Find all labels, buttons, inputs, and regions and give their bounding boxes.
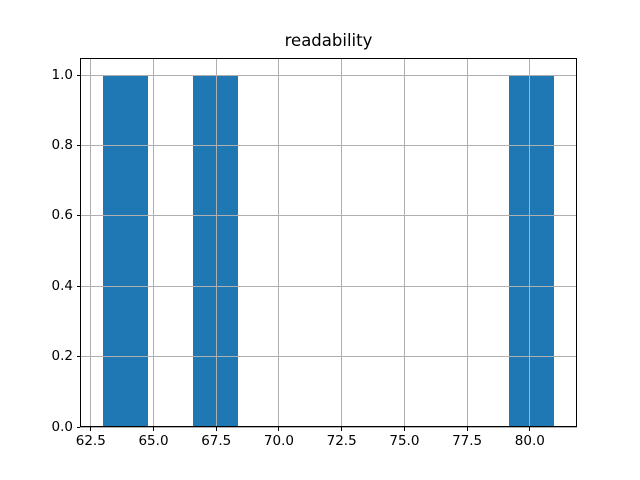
y-tick-mark bbox=[76, 74, 80, 76]
gridline-horizontal bbox=[80, 74, 577, 76]
x-tick-mark bbox=[153, 427, 154, 431]
x-tick-label: 67.5 bbox=[201, 432, 232, 449]
x-tick-label: 75.0 bbox=[389, 432, 420, 449]
gridline-horizontal bbox=[80, 215, 577, 217]
y-tick-mark bbox=[76, 144, 80, 146]
y-tick-mark bbox=[76, 215, 80, 217]
histogram-bar bbox=[102, 75, 148, 427]
gridline-vertical bbox=[215, 57, 217, 427]
x-tick-mark bbox=[466, 427, 468, 431]
x-tick-mark bbox=[529, 427, 531, 431]
x-tick-label: 80.0 bbox=[514, 432, 545, 449]
gridline-vertical bbox=[341, 57, 343, 427]
gridline-horizontal bbox=[80, 144, 577, 146]
chart-title: readability bbox=[284, 31, 373, 50]
gridline-horizontal bbox=[80, 356, 577, 358]
y-tick-label: 0.0 bbox=[51, 418, 73, 435]
y-tick-label: 0.2 bbox=[51, 348, 73, 365]
x-tick-label: 72.5 bbox=[326, 432, 357, 449]
x-tick-label: 77.5 bbox=[452, 432, 483, 449]
x-tick-mark bbox=[403, 427, 405, 431]
x-tick-mark bbox=[341, 427, 343, 431]
y-tick-label: 0.6 bbox=[51, 207, 73, 224]
histogram-bar bbox=[509, 75, 555, 427]
gridline-horizontal bbox=[80, 426, 577, 428]
gridline-horizontal bbox=[80, 285, 577, 287]
x-tick-mark bbox=[278, 427, 280, 431]
gridline-vertical bbox=[529, 57, 531, 427]
gridline-vertical bbox=[278, 57, 280, 427]
x-tick-label: 62.5 bbox=[75, 432, 106, 449]
plot-area-spines bbox=[80, 57, 577, 427]
y-tick-label: 0.8 bbox=[51, 136, 73, 153]
y-tick-label: 1.0 bbox=[51, 66, 73, 83]
gridline-vertical bbox=[466, 57, 468, 427]
y-tick-label: 0.4 bbox=[51, 277, 73, 294]
x-tick-label: 70.0 bbox=[263, 432, 294, 449]
x-tick-mark bbox=[215, 427, 217, 431]
y-tick-mark bbox=[76, 426, 80, 428]
gridline-vertical bbox=[153, 57, 154, 427]
x-tick-label: 65.0 bbox=[138, 432, 169, 449]
y-tick-mark bbox=[76, 285, 80, 287]
histogram-bar bbox=[192, 75, 239, 427]
y-tick-mark bbox=[76, 356, 80, 358]
gridline-vertical bbox=[403, 57, 405, 427]
gridline-vertical bbox=[90, 57, 92, 427]
x-tick-mark bbox=[90, 427, 92, 431]
